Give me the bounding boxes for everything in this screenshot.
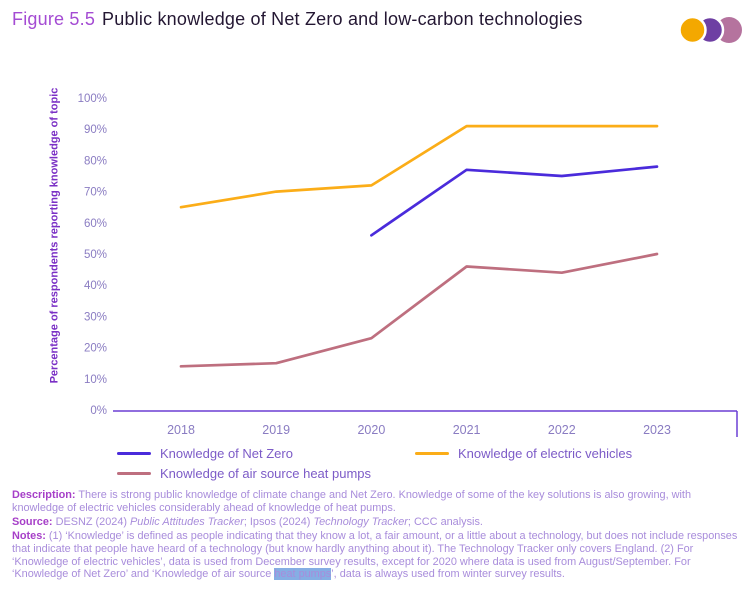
y-tick-label: 0% (90, 405, 107, 417)
x-tick-label: 2021 (453, 423, 481, 437)
notes-text: ’, data is always used from winter surve… (331, 568, 565, 581)
ccc-logo (679, 15, 742, 45)
description-label: Description: (12, 489, 76, 501)
figure-number: Figure 5.5 (12, 9, 96, 29)
notes-paragraph: Notes: (1) ‘Knowledge’ is defined as peo… (12, 530, 741, 582)
notes-highlighted-text: heat pumps (274, 568, 332, 581)
x-tick-label: 2018 (167, 423, 195, 437)
y-tick-label: 60% (84, 218, 107, 230)
legend-item-net-zero: Knowledge of Net Zero (117, 446, 415, 461)
legend-label-electric-vehicles: Knowledge of electric vehicles (458, 445, 633, 461)
legend-row: Knowledge of air source heat pumps (117, 463, 632, 483)
series-line-1 (179, 124, 659, 209)
legend-swatch-electric-vehicles (415, 451, 449, 455)
x-tick-label: 2019 (262, 423, 290, 437)
y-tick-label: 70% (84, 187, 107, 199)
figure-title: Figure 5.5 Public knowledge of Net Zero a… (12, 6, 644, 32)
source-text: ; CCC analysis. (407, 515, 483, 528)
y-tick-label: 30% (84, 311, 107, 323)
source-paragraph: Source: DESNZ (2024) Public Attitudes Tr… (12, 516, 741, 529)
source-text: DESNZ (2024) (52, 515, 131, 528)
y-tick-label: 10% (84, 374, 107, 386)
legend-label-heat-pumps: Knowledge of air source heat pumps (160, 465, 372, 481)
x-tick-label: 2022 (548, 423, 576, 437)
notes-label: Notes: (12, 529, 46, 542)
series-line-0 (370, 165, 659, 237)
series-line-2 (179, 252, 659, 368)
y-tick-label: 40% (84, 280, 107, 292)
chart-legend: Knowledge of Net Zero Knowledge of elect… (117, 443, 632, 483)
legend-swatch-net-zero (117, 451, 151, 455)
source-text: ; Ipsos (2024) (243, 515, 314, 528)
legend-row: Knowledge of Net Zero Knowledge of elect… (117, 443, 632, 463)
x-tick-label: 2023 (643, 423, 671, 437)
notes-text: (1) ‘Knowledge’ is defined as people ind… (12, 529, 738, 581)
legend-item-electric-vehicles: Knowledge of electric vehicles (415, 446, 632, 461)
description-paragraph: Description: There is strong public know… (12, 489, 741, 515)
y-tick-label: 100% (78, 93, 107, 105)
y-tick-label: 50% (84, 249, 107, 261)
legend-item-heat-pumps: Knowledge of air source heat pumps (117, 466, 415, 481)
legend-swatch-heat-pumps (117, 471, 151, 475)
source-italic-2: Technology Tracker (313, 515, 408, 528)
legend-label-net-zero: Knowledge of Net Zero (160, 445, 293, 461)
source-label: Source: (12, 515, 53, 528)
y-tick-label: 80% (84, 155, 107, 167)
figure-footer: Description: There is strong public know… (12, 489, 741, 582)
line-chart: 0% 10% 20% 30% 40% 50% 60% 70% 80% 90% 100% 2018 201… (78, 93, 738, 437)
y-tick-label: 20% (84, 343, 107, 355)
figure-title-text: Public knowledge of Net Zero and low-car… (102, 9, 583, 29)
y-tick-label: 90% (84, 124, 107, 136)
description-text: There is strong public knowledge of clim… (12, 489, 692, 514)
source-italic-1: Public Attitudes Tracker (130, 515, 244, 528)
x-tick-label: 2020 (357, 423, 385, 437)
logo-circle-yellow (679, 15, 707, 45)
